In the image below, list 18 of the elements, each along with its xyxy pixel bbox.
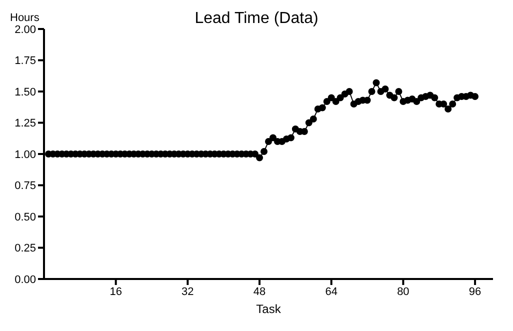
y-tick-label: 0.75 (14, 180, 36, 192)
x-tick-label: 16 (110, 286, 122, 298)
x-tick-label: 80 (397, 286, 410, 298)
y-axis-title: Hours (10, 12, 40, 24)
x-tick-label: 48 (253, 286, 266, 298)
x-tick-label: 64 (325, 286, 338, 298)
x-tick-label: 96 (468, 286, 482, 298)
y-tick-label: 2.00 (14, 24, 36, 36)
chart-title: Lead Time (Data) (194, 10, 318, 27)
y-tick-label: 1.50 (14, 86, 36, 98)
x-tick-label: 32 (182, 286, 194, 298)
x-axis-title: Task (256, 302, 282, 316)
y-tick-label: 1.75 (14, 55, 36, 68)
y-tick-label: 1.25 (14, 118, 36, 130)
y-tick-label: 0.00 (14, 274, 36, 286)
y-tick-label: 0.25 (14, 242, 36, 255)
y-tick-label: 1.00 (14, 148, 36, 161)
y-tick-label: 0.50 (14, 211, 36, 224)
